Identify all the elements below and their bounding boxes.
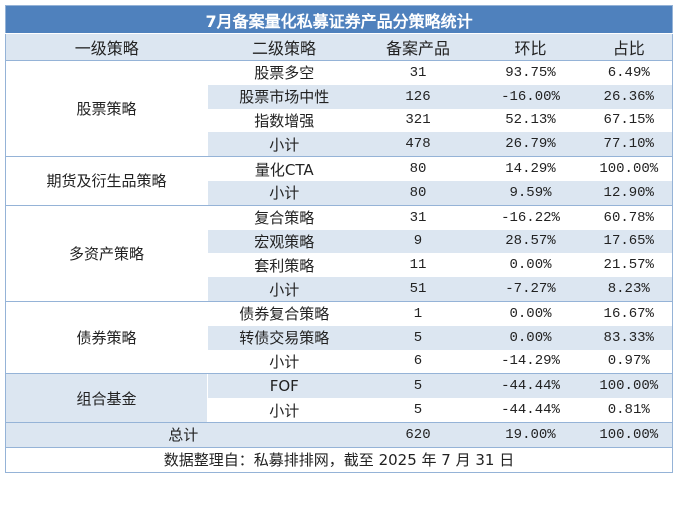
header-row: 一级策略 二级策略 备案产品 环比 占比	[5, 33, 673, 61]
share: 6.49%	[607, 64, 650, 81]
table-row: 债券策略 债券复合策略 1 0.00% 16.67%	[5, 301, 673, 375]
total-row: 总计 620 19.00% 100.00%	[5, 421, 673, 448]
filing-count: 5	[360, 373, 476, 399]
share: 0.81%	[585, 398, 673, 423]
filing-count: 31	[409, 64, 427, 81]
share: 0.97%	[585, 349, 673, 375]
share: 26.36%	[585, 84, 673, 109]
level2-strategy: 复合策略	[254, 209, 315, 228]
share: 100.00%	[585, 373, 673, 399]
level2-strategy: 小计	[207, 277, 361, 302]
mom-change: 52.13%	[505, 112, 556, 129]
share: 16.67%	[603, 305, 654, 322]
total-label: 总计	[5, 421, 361, 448]
mom-change: 14.29%	[505, 161, 556, 178]
share: 17.65%	[585, 229, 673, 254]
level2-strategy: 指数增强	[254, 111, 315, 130]
total-share: 100.00%	[585, 421, 673, 448]
filing-count: 31	[409, 209, 427, 226]
table-row: 小计 80 9.59% 12.90%	[6, 180, 673, 206]
share: 83.33%	[585, 325, 673, 350]
share: 77.10%	[585, 132, 673, 158]
table-row: 小计 5 -44.44% 0.81%	[6, 398, 673, 423]
level1-strategy: 组合基金	[5, 373, 208, 423]
filing-count: 11	[409, 257, 427, 274]
mom-change: -44.44%	[475, 398, 586, 423]
mom-change: 26.79%	[475, 132, 586, 158]
table-row: 指数增强 321 52.13% 67.15%	[6, 109, 673, 133]
table-row: 转债交易策略 5 0.00% 83.33%	[6, 325, 673, 350]
filing-count: 1	[413, 305, 423, 322]
level1-strategy: 期货及衍生品策略	[5, 156, 208, 206]
filing-count: 6	[360, 349, 476, 375]
mom-change: -14.29%	[475, 349, 586, 375]
level2-strategy: 套利策略	[254, 256, 315, 275]
level2-strategy: 股票市场中性	[207, 84, 361, 109]
level1-strategy: 债券策略	[5, 301, 208, 375]
strategy-table: 7月备案量化私募证券产品分策略统计 一级策略 二级策略 备案产品 环比 占比 股…	[5, 5, 674, 473]
share: 100.00%	[599, 161, 659, 178]
level2-strategy: 股票多空	[254, 64, 315, 83]
table-title: 7月备案量化私募证券产品分策略统计	[5, 5, 673, 34]
mom-change: -16.00%	[475, 84, 586, 109]
level2-strategy: 小计	[207, 180, 361, 206]
mom-change: 9.59%	[475, 180, 586, 206]
table-row: 宏观策略 9 28.57% 17.65%	[6, 229, 673, 254]
mom-change: -44.44%	[475, 373, 586, 399]
mom-change: 0.00%	[475, 325, 586, 350]
level2-strategy: 转债交易策略	[207, 325, 361, 350]
source-note: 数据整理自：私募排排网，截至 2025 年 7 月 31 日	[5, 446, 673, 473]
total-mom: 19.00%	[475, 421, 586, 448]
level2-strategy: 债券复合策略	[239, 305, 330, 324]
share: 60.78%	[603, 209, 654, 226]
mom-change: 0.00%	[509, 257, 552, 274]
table-row: 多资产策略 复合策略 31 -16.22% 60.78%	[5, 205, 673, 302]
header-share: 占比	[585, 33, 673, 61]
total-count: 620	[360, 421, 476, 448]
level1-strategy: 股票策略	[5, 60, 208, 158]
level1-strategy: 多资产策略	[5, 205, 208, 302]
share: 12.90%	[585, 180, 673, 206]
header-level1: 一级策略	[5, 33, 208, 61]
level2-strategy: 小计	[207, 132, 361, 158]
share: 21.57%	[603, 257, 654, 274]
filing-count: 5	[360, 325, 476, 350]
filing-count: 51	[360, 277, 476, 302]
table-row: 股票策略 股票多空 31 93.75% 6.49%	[5, 60, 673, 158]
table-row: 小计 478 26.79% 77.10%	[6, 132, 673, 158]
level2-strategy: 小计	[207, 398, 361, 423]
mom-change: 93.75%	[505, 64, 556, 81]
header-mom: 环比	[475, 33, 586, 61]
mom-change: -7.27%	[475, 277, 586, 302]
level2-strategy: 量化CTA	[254, 160, 314, 179]
filing-count: 80	[409, 161, 427, 178]
filing-count: 9	[360, 229, 476, 254]
table-row: 股票市场中性 126 -16.00% 26.36%	[6, 84, 673, 109]
table-row: 期货及衍生品策略 量化CTA 80 14.29% 100.00%	[5, 156, 673, 206]
filing-count: 126	[360, 84, 476, 109]
mom-change: -16.22%	[501, 209, 560, 226]
level2-strategy: FOF	[207, 373, 361, 399]
strategy-table-container: 7月备案量化私募证券产品分策略统计 一级策略 二级策略 备案产品 环比 占比 股…	[5, 5, 674, 473]
level2-strategy: 宏观策略	[207, 229, 361, 254]
table-row: 小计 51 -7.27% 8.23%	[6, 277, 673, 302]
mom-change: 0.00%	[509, 305, 552, 322]
filing-count: 321	[405, 112, 431, 129]
share: 8.23%	[585, 277, 673, 302]
header-count: 备案产品	[360, 33, 476, 61]
level2-strategy: 小计	[207, 349, 361, 375]
filing-count: 5	[360, 398, 476, 423]
mom-change: 28.57%	[475, 229, 586, 254]
share: 67.15%	[603, 112, 654, 129]
table-row: 套利策略 11 0.00% 21.57%	[6, 253, 673, 277]
filing-count: 478	[360, 132, 476, 158]
header-level2: 二级策略	[207, 33, 361, 61]
table-row: 小计 6 -14.29% 0.97%	[6, 349, 673, 375]
table-row: 组合基金 FOF 5 -44.44% 100.00%	[5, 373, 673, 423]
filing-count: 80	[360, 180, 476, 206]
